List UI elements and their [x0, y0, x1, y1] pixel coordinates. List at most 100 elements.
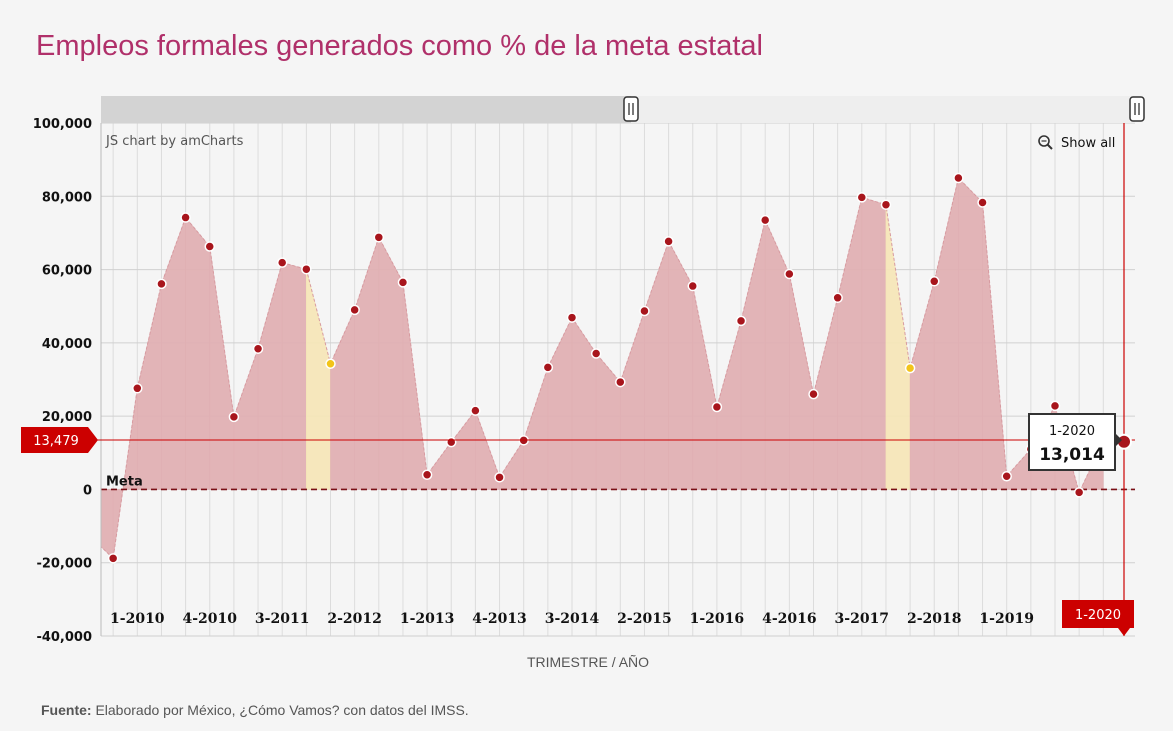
area-segment — [837, 197, 863, 490]
data-point[interactable] — [276, 257, 288, 268]
y-tick-label: 100,000 — [33, 117, 92, 132]
tooltip-pointer — [1115, 433, 1122, 447]
cursor-x-balloon — [1062, 600, 1134, 636]
area-segment — [281, 262, 307, 490]
area-segment — [740, 220, 766, 490]
cursor: 13,479 1-2020 1-2020 13,014 — [21, 123, 1135, 636]
area-segment — [861, 196, 887, 490]
data-point[interactable] — [904, 362, 916, 374]
data-point[interactable] — [301, 263, 312, 275]
y-tick-label: 80,000 — [42, 190, 92, 205]
y-tick-label: -40,000 — [36, 630, 92, 645]
area-segment — [257, 262, 283, 490]
data-point[interactable] — [566, 312, 578, 323]
area-segment — [692, 286, 718, 490]
data-point[interactable] — [590, 348, 602, 359]
data-point[interactable] — [880, 199, 892, 210]
area-segment — [402, 282, 428, 490]
data-point[interactable] — [784, 268, 795, 280]
source-label: Fuente: — [41, 702, 92, 718]
data-point[interactable] — [494, 472, 505, 483]
data-point[interactable] — [615, 376, 626, 388]
data-point[interactable] — [856, 192, 868, 203]
data-point[interactable] — [228, 411, 240, 423]
cursor-y-value: 13,479 — [33, 434, 79, 449]
meta-label: Meta — [106, 474, 143, 489]
data-point[interactable] — [1073, 487, 1085, 498]
tooltip-box — [1028, 413, 1116, 471]
data-point[interactable] — [542, 362, 554, 373]
data-point[interactable] — [373, 232, 385, 243]
data-point[interactable] — [204, 241, 215, 252]
data-point[interactable] — [156, 278, 167, 290]
x-tick-label: 1-2016 — [690, 611, 745, 627]
data-point[interactable] — [1001, 470, 1012, 482]
data-point[interactable] — [325, 358, 336, 369]
x-tick-label: 4-2013 — [472, 611, 527, 627]
area-segment — [499, 439, 525, 490]
data-point[interactable] — [977, 197, 988, 208]
area-segment — [112, 388, 138, 559]
area-segment — [306, 269, 331, 490]
data-point[interactable] — [759, 214, 771, 226]
area-segment — [885, 204, 911, 490]
scrollbar-left-handle[interactable] — [623, 96, 639, 122]
data-point[interactable] — [639, 305, 650, 317]
data-point[interactable] — [663, 236, 674, 247]
x-axis-title: TRIMESTRE / AÑO — [527, 654, 649, 670]
x-tick-label: 1-2013 — [400, 611, 455, 627]
data-point[interactable] — [421, 469, 433, 481]
x-tick-label: 1-2010 — [110, 611, 165, 627]
y-tick-label: 20,000 — [42, 410, 92, 425]
area-segment — [426, 441, 452, 490]
y-tick-label: -20,000 — [36, 557, 92, 572]
data-point[interactable] — [953, 172, 964, 184]
source-note: Fuente: Elaborado por México, ¿Cómo Vamo… — [41, 702, 469, 718]
area-segment — [644, 241, 669, 490]
x-tick-label: 2-2015 — [617, 611, 672, 627]
area-segment — [933, 177, 959, 490]
data-point[interactable] — [470, 405, 481, 416]
data-point[interactable] — [107, 553, 119, 564]
area-segment — [1006, 448, 1032, 490]
area-segment — [450, 409, 476, 490]
cursor-y-balloon — [21, 427, 98, 454]
area-segment — [789, 273, 814, 490]
tooltip-value: 13,014 — [1039, 445, 1105, 465]
data-point[interactable] — [1049, 400, 1061, 412]
data-point[interactable] — [711, 401, 723, 413]
data-point[interactable] — [397, 277, 409, 288]
scrollbar-right-handle[interactable] — [1129, 96, 1145, 122]
x-tick-label: 3-2017 — [835, 611, 890, 627]
data-point[interactable] — [735, 315, 747, 327]
data-point[interactable] — [808, 388, 819, 400]
x-tick-label: 1-2019 — [979, 611, 1034, 627]
data-points — [107, 172, 1085, 564]
source-text: Elaborado por México, ¿Cómo Vamos? con d… — [91, 702, 469, 718]
area-segment — [161, 217, 186, 490]
scrollbar-unselected — [101, 96, 631, 123]
x-tick-label: 2-2012 — [327, 611, 382, 627]
show-all-button[interactable]: Show all — [1038, 135, 1115, 151]
data-point[interactable] — [349, 304, 360, 316]
data-point[interactable] — [132, 383, 143, 394]
show-all-label: Show all — [1061, 136, 1115, 151]
x-tick-label: 2-2018 — [907, 611, 962, 627]
x-tick-label: 4-2016 — [762, 611, 817, 627]
data-point[interactable] — [687, 280, 698, 292]
y-tick-label: 60,000 — [42, 264, 92, 279]
tooltip-category: 1-2020 — [1049, 424, 1095, 439]
meta-line-group: Meta — [101, 474, 1135, 491]
data-point[interactable] — [180, 212, 191, 223]
area-segment — [619, 310, 645, 490]
x-tick-label: 3-2014 — [545, 611, 600, 627]
data-point[interactable] — [929, 276, 940, 287]
area-segment — [909, 281, 935, 490]
area-segment — [185, 216, 211, 490]
x-tick-label: 3-2011 — [255, 611, 310, 627]
amcharts-credit[interactable]: JS chart by amCharts — [105, 134, 244, 149]
data-point[interactable] — [446, 436, 457, 448]
x-tick-label: 4-2010 — [182, 611, 237, 627]
data-point[interactable] — [832, 292, 843, 304]
data-point[interactable] — [252, 343, 264, 354]
